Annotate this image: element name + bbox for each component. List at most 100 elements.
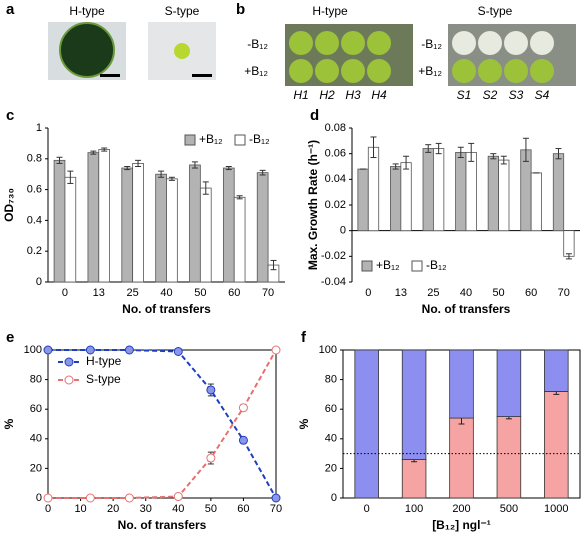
point: [271, 345, 281, 355]
x-tick-label: 1000: [544, 503, 568, 515]
y-tick-label: 0.04: [325, 173, 346, 185]
y-tick-label: 0.8: [27, 153, 42, 165]
y-tick-label: -0.04: [321, 276, 346, 288]
point: [206, 385, 216, 395]
colony: [174, 43, 190, 59]
y-tick-label: 80: [325, 374, 337, 386]
row-label: +B₁₂: [418, 64, 442, 78]
point: [206, 453, 216, 463]
wells: [452, 31, 554, 83]
y-tick-label: 40: [30, 433, 42, 445]
point: [271, 493, 281, 503]
y-tick-label: 0.6: [27, 184, 42, 196]
point: [85, 345, 95, 355]
x-tick-label: 50: [205, 503, 217, 515]
bar: [455, 151, 467, 232]
x-tick-label: 70: [262, 287, 274, 299]
well-label: S2: [483, 88, 498, 102]
bar: [132, 163, 144, 283]
y-tick-label: 0: [36, 492, 42, 504]
legend-label: +B₁₂: [199, 132, 223, 146]
row-label: +B₁₂: [244, 64, 268, 78]
bar: [222, 167, 235, 283]
y-tick-label: 100: [319, 344, 337, 356]
bar: [155, 173, 167, 283]
y-tick-label: 100: [24, 344, 42, 356]
bar: [563, 230, 575, 257]
y-tick-label: 0.06: [325, 148, 346, 160]
y-tick-label: 0: [331, 492, 337, 504]
y-axis-title: OD₇₃₀: [2, 188, 16, 222]
point: [43, 493, 53, 503]
bar-segment: [449, 349, 474, 419]
legend-marker: [64, 357, 74, 367]
series-line: [48, 349, 277, 499]
bar: [357, 168, 369, 232]
bar: [98, 149, 111, 283]
well-label: H2: [319, 88, 335, 102]
bar: [166, 178, 178, 283]
plate-title: H-type: [312, 4, 348, 18]
well-label: S3: [509, 88, 524, 102]
y-tick-label: 0: [340, 225, 346, 237]
bar: [199, 187, 212, 283]
legend-label: -B₁₂: [426, 258, 447, 272]
x-tick-label: 50: [492, 287, 504, 299]
y-axis-title: %: [2, 418, 16, 429]
plot-frame: [47, 349, 277, 499]
y-tick-label: 1: [36, 122, 42, 134]
bar-segment: [354, 349, 379, 499]
row-label: -B₁₂: [421, 37, 442, 51]
x-axis-title: No. of transfers: [122, 302, 211, 316]
x-tick-label: 60: [237, 503, 249, 515]
x-tick-label: 20: [107, 503, 119, 515]
wells: [289, 31, 391, 83]
well-label: S4: [535, 88, 550, 102]
bar: [233, 196, 246, 283]
panel-letter: d: [310, 107, 319, 124]
y-tick-label: 60: [325, 403, 337, 415]
bar-segment: [496, 349, 522, 417]
point: [43, 345, 53, 355]
bar: [487, 155, 499, 232]
y-tick-label: 0.08: [325, 122, 346, 134]
y-axis-title: Max. Growth Rate (h⁻¹): [306, 140, 320, 270]
panel-letter: a: [6, 1, 15, 18]
x-tick-label: 0: [364, 503, 370, 515]
bar-segment: [496, 416, 522, 499]
plate-title: S-type: [478, 4, 513, 18]
point: [124, 493, 134, 503]
bar: [367, 146, 380, 232]
x-tick-label: 10: [74, 503, 86, 515]
scale-bar: [100, 74, 120, 77]
colony: [59, 22, 115, 78]
x-axis-title: No. of transfers: [118, 518, 207, 532]
x-axis-title: [B₁₂] ngl⁻¹: [432, 518, 491, 532]
legend-label: -B₁₂: [249, 132, 270, 146]
point: [238, 403, 248, 413]
point: [124, 345, 134, 355]
photo-label: S-type: [165, 4, 200, 18]
panel-letter: c: [6, 107, 14, 124]
x-tick-label: 13: [93, 287, 105, 299]
x-tick-label: 40: [160, 287, 172, 299]
bar: [189, 164, 201, 283]
point: [173, 346, 183, 356]
panel-letter: b: [236, 1, 245, 18]
bar: [256, 172, 269, 283]
y-tick-label: 20: [325, 462, 337, 474]
well-label: H4: [371, 88, 387, 102]
photo-label: H-type: [69, 4, 105, 18]
bar: [433, 148, 445, 232]
x-tick-label: 500: [500, 503, 518, 515]
legend-swatch: [184, 134, 196, 146]
series-line: [48, 349, 277, 499]
x-tick-label: 100: [405, 503, 423, 515]
bar-segment: [544, 391, 569, 499]
bar-segment: [401, 349, 427, 460]
y-tick-label: 0.4: [27, 214, 42, 226]
x-tick-label: 70: [558, 287, 570, 299]
legend-label: S-type: [86, 372, 121, 386]
